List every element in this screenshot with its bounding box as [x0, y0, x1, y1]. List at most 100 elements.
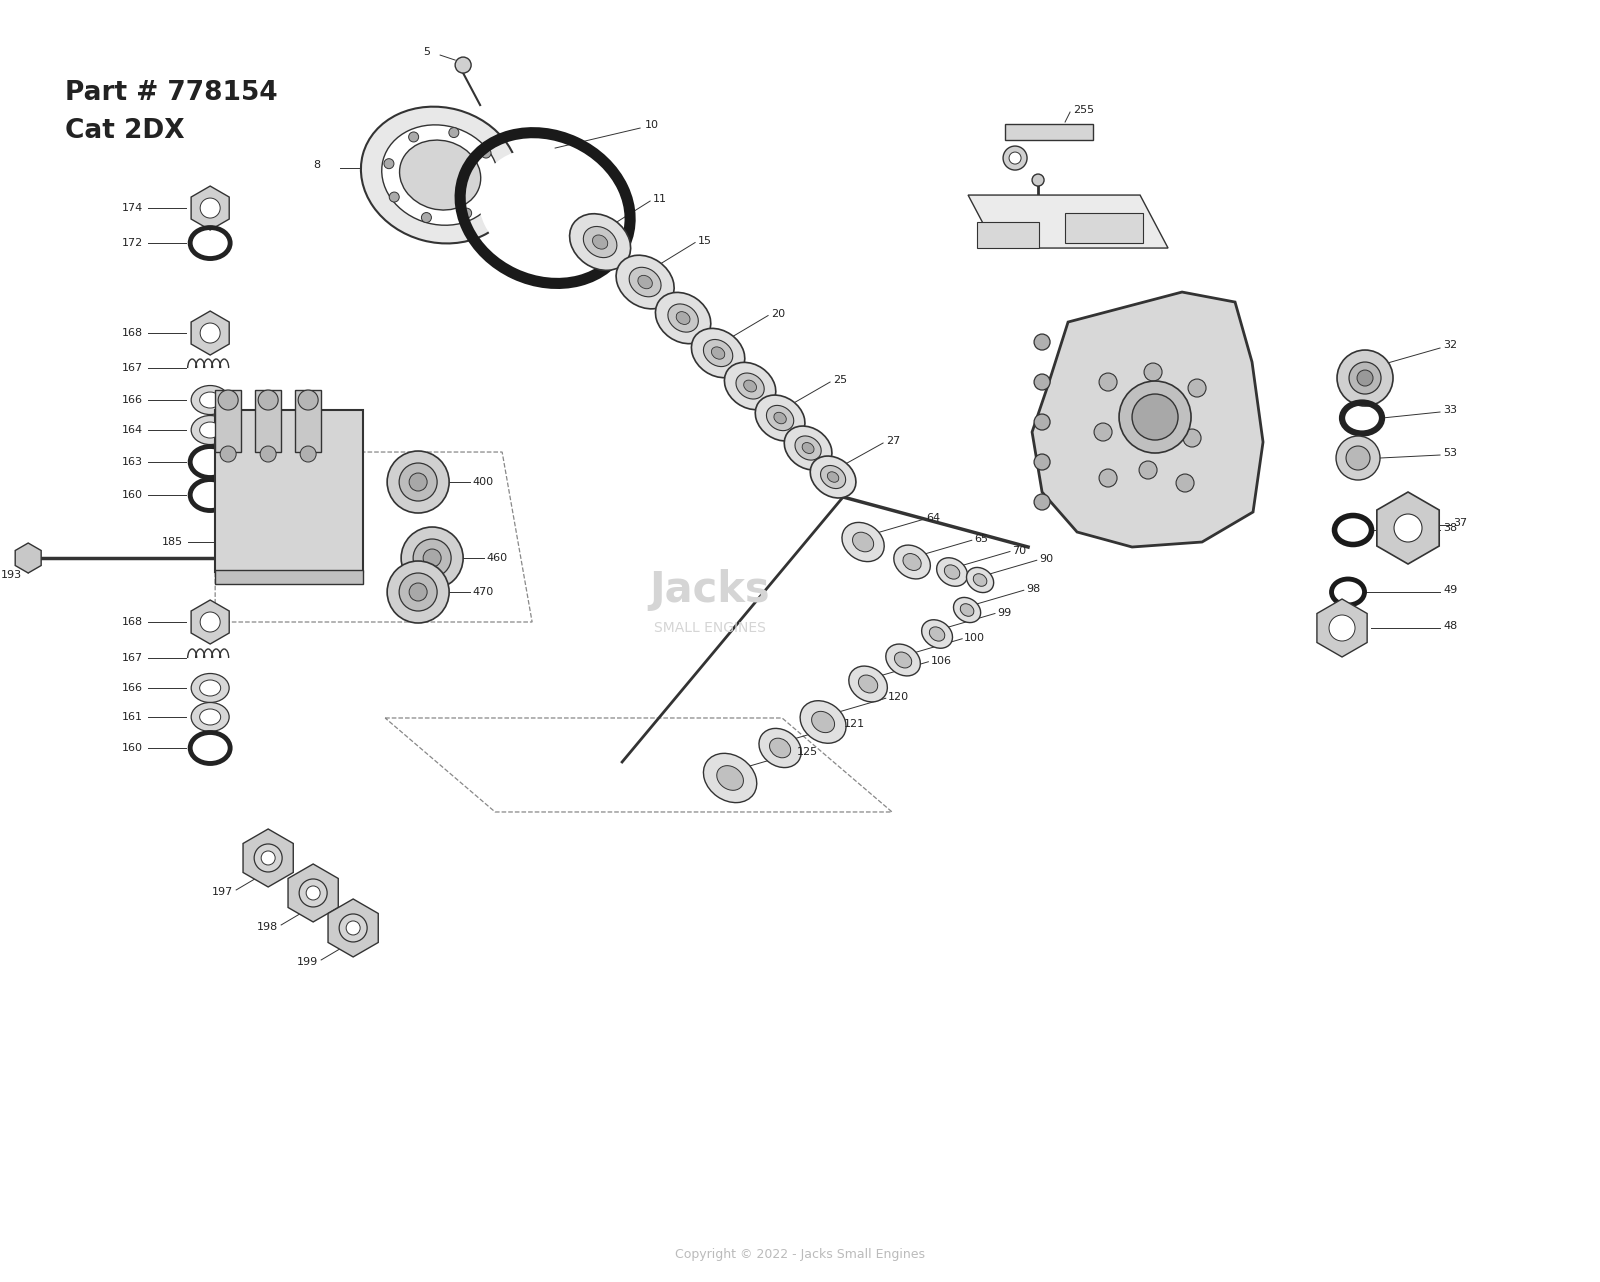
Ellipse shape — [483, 153, 608, 263]
Text: 460: 460 — [486, 553, 507, 563]
Circle shape — [1034, 414, 1050, 429]
Circle shape — [258, 390, 278, 410]
Ellipse shape — [382, 124, 499, 226]
Text: 53: 53 — [1443, 447, 1458, 458]
Circle shape — [1139, 462, 1157, 479]
Text: Copyright © 2022 - Jacks Small Engines: Copyright © 2022 - Jacks Small Engines — [675, 1249, 925, 1261]
Text: 15: 15 — [698, 236, 712, 246]
Ellipse shape — [638, 276, 653, 288]
Circle shape — [339, 914, 366, 942]
Circle shape — [1034, 494, 1050, 510]
Ellipse shape — [902, 554, 922, 570]
Circle shape — [1094, 423, 1112, 441]
Circle shape — [200, 612, 221, 632]
Circle shape — [1176, 474, 1194, 492]
Circle shape — [387, 451, 450, 513]
Text: 161: 161 — [122, 712, 142, 722]
Text: 166: 166 — [122, 395, 142, 405]
Text: 33: 33 — [1443, 405, 1458, 415]
Bar — [1066, 213, 1142, 244]
Polygon shape — [190, 600, 229, 644]
Ellipse shape — [629, 267, 661, 297]
Circle shape — [410, 583, 427, 601]
Ellipse shape — [744, 381, 757, 392]
Ellipse shape — [850, 667, 888, 703]
Text: 172: 172 — [122, 238, 142, 247]
Text: Part # 778154: Part # 778154 — [66, 79, 278, 106]
Ellipse shape — [930, 627, 944, 641]
Circle shape — [410, 473, 427, 491]
Ellipse shape — [936, 558, 968, 586]
Ellipse shape — [966, 568, 994, 592]
Polygon shape — [1378, 492, 1438, 564]
Circle shape — [398, 573, 437, 612]
Ellipse shape — [795, 436, 821, 460]
Polygon shape — [328, 899, 378, 956]
Ellipse shape — [677, 312, 690, 324]
Text: 198: 198 — [258, 922, 278, 932]
Text: 197: 197 — [211, 887, 234, 897]
Circle shape — [301, 446, 317, 462]
Text: 5: 5 — [422, 47, 430, 58]
Circle shape — [384, 159, 394, 169]
Text: 168: 168 — [122, 328, 142, 338]
Ellipse shape — [853, 532, 874, 551]
Text: 185: 185 — [162, 537, 182, 547]
Ellipse shape — [802, 442, 814, 454]
Circle shape — [482, 147, 491, 158]
Text: 255: 255 — [1074, 105, 1094, 115]
Text: 98: 98 — [1026, 585, 1040, 595]
Circle shape — [422, 549, 442, 567]
Ellipse shape — [755, 395, 805, 441]
Ellipse shape — [954, 597, 981, 623]
Ellipse shape — [362, 106, 520, 244]
Bar — [214, 570, 363, 585]
Ellipse shape — [656, 292, 710, 344]
Ellipse shape — [200, 392, 221, 408]
Circle shape — [1330, 615, 1355, 641]
Text: 25: 25 — [834, 376, 848, 385]
Polygon shape — [1032, 292, 1262, 547]
Circle shape — [1099, 373, 1117, 391]
Ellipse shape — [667, 304, 698, 332]
Circle shape — [200, 323, 221, 344]
Text: 160: 160 — [122, 490, 142, 500]
Text: 120: 120 — [888, 692, 909, 703]
Ellipse shape — [704, 340, 733, 367]
Circle shape — [298, 390, 318, 410]
Text: 64: 64 — [926, 513, 941, 523]
Ellipse shape — [190, 703, 229, 732]
Circle shape — [1034, 454, 1050, 470]
Ellipse shape — [725, 363, 776, 410]
Circle shape — [1034, 374, 1050, 390]
Text: 99: 99 — [997, 608, 1011, 618]
Ellipse shape — [821, 465, 846, 488]
Text: 49: 49 — [1443, 585, 1458, 595]
Text: 11: 11 — [653, 194, 667, 204]
Circle shape — [1118, 381, 1190, 453]
Polygon shape — [288, 864, 338, 922]
Bar — [978, 222, 1038, 247]
Text: 65: 65 — [974, 535, 987, 545]
Ellipse shape — [190, 673, 229, 703]
Text: 193: 193 — [2, 570, 22, 579]
Text: 167: 167 — [122, 363, 142, 373]
Ellipse shape — [758, 728, 802, 768]
Ellipse shape — [894, 653, 912, 668]
Ellipse shape — [736, 373, 765, 399]
Ellipse shape — [400, 140, 480, 210]
Ellipse shape — [200, 679, 221, 696]
Text: 167: 167 — [122, 653, 142, 663]
Circle shape — [402, 527, 462, 588]
Circle shape — [462, 208, 472, 218]
Ellipse shape — [691, 328, 744, 378]
Text: 199: 199 — [298, 956, 318, 967]
Ellipse shape — [784, 426, 832, 470]
Ellipse shape — [800, 701, 846, 744]
Text: 160: 160 — [122, 744, 142, 753]
Bar — [214, 410, 363, 572]
Text: 8: 8 — [314, 160, 320, 171]
Text: 168: 168 — [122, 617, 142, 627]
Text: 163: 163 — [122, 456, 142, 467]
Circle shape — [486, 182, 496, 191]
